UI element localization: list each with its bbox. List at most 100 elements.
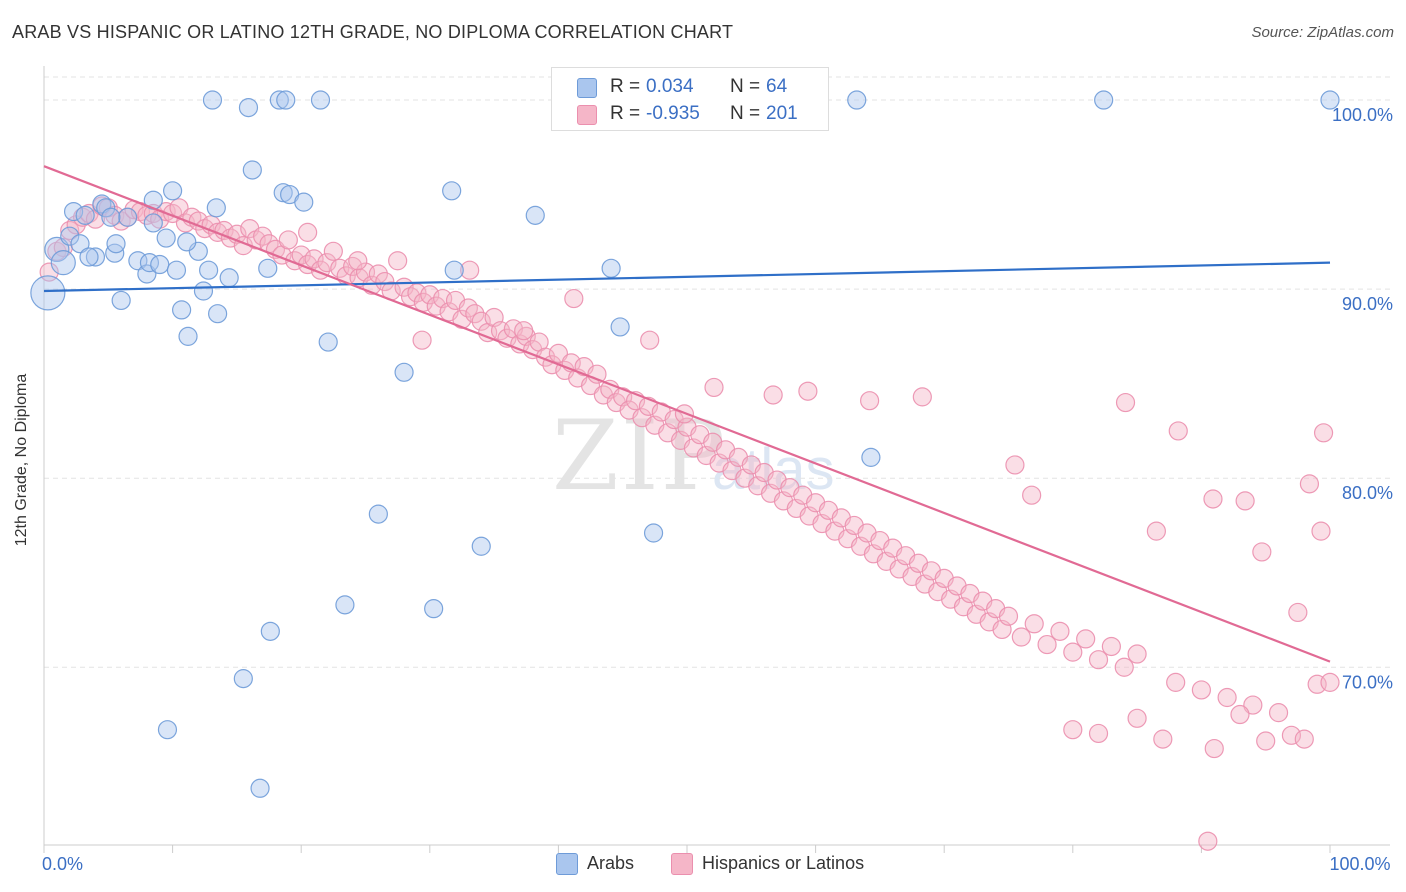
legend: R = 0.034 N = 64 R = -0.935 N = 201 [551, 67, 829, 131]
chart-title: ARAB VS HISPANIC OR LATINO 12TH GRADE, N… [12, 22, 734, 42]
legend-n-value: 201 [766, 103, 798, 124]
arab-point [442, 181, 462, 201]
hispanic-point [460, 260, 480, 280]
hispanic-point [1252, 542, 1272, 562]
arab-point [50, 250, 76, 276]
arab-point [610, 317, 630, 337]
legend-row-hispanics: R = -0.935 N = 201 [552, 100, 828, 128]
arab-point [172, 300, 192, 320]
legend-swatch-hispanics [577, 105, 597, 125]
hispanic-point [548, 343, 569, 363]
hispanic-point [798, 381, 818, 401]
arab-point [92, 194, 112, 214]
arab-point [861, 447, 881, 467]
hispanic-point [1243, 695, 1263, 715]
arab-point [394, 362, 414, 382]
arab-point [157, 720, 178, 740]
arab-point [525, 205, 545, 225]
y-tick-label: 70.0% [1342, 672, 1393, 692]
y-axis-label: 12th Grade, No Diploma [13, 373, 30, 547]
hispanic-point [1281, 725, 1302, 745]
chart-source: Source: ZipAtlas.com [1251, 24, 1394, 41]
hispanic-point [1146, 521, 1166, 541]
arab-point [30, 275, 66, 311]
arab-point [260, 621, 280, 641]
arab-point [258, 258, 278, 278]
hispanic-point [1037, 634, 1057, 655]
hispanic-point [564, 288, 584, 309]
hispanic-point [763, 385, 783, 405]
arab-point [193, 281, 214, 301]
hispanic-point [1088, 723, 1109, 744]
hispanic-point [471, 311, 491, 331]
arab-point [1094, 90, 1114, 110]
arab-point [206, 198, 226, 218]
bottom-legend-label-hispanics: Hispanics or Latinos [702, 853, 865, 873]
arab-point [156, 228, 176, 248]
legend-r-value: -0.935 [646, 103, 700, 124]
hispanic-point [1204, 738, 1224, 759]
hispanic-point [323, 241, 343, 261]
arab-point [60, 226, 80, 246]
hispanic-point [298, 222, 318, 242]
hispanic-point [1230, 704, 1250, 725]
arab-point [847, 90, 867, 110]
arab-point [199, 260, 219, 280]
hispanic-point [1166, 672, 1186, 692]
arab-point [444, 260, 464, 280]
arab-point [1320, 90, 1340, 110]
arab-point [137, 264, 157, 284]
arab-point [202, 90, 223, 110]
arab-point [96, 198, 116, 218]
legend-n-value: 64 [766, 76, 788, 97]
hispanic-point [1299, 474, 1320, 494]
legend-row-arabs: R = 0.034 N = 64 [552, 73, 828, 101]
arab-point [150, 254, 170, 275]
legend-r-label: R = [610, 103, 641, 124]
hispanic-point [1311, 521, 1331, 541]
x-tick-label: 100.0% [1329, 854, 1390, 874]
hispanic-point [1256, 731, 1276, 751]
hispanic-point [587, 364, 607, 384]
hispanic-trend-line [43, 165, 1331, 663]
arab-trend-line [43, 261, 1331, 293]
arab-point [106, 234, 126, 254]
hispanic-point [1313, 423, 1334, 443]
hispanic-point [253, 226, 273, 246]
hispanic-point [1268, 703, 1289, 723]
hispanic-point [514, 321, 534, 341]
arab-point [250, 778, 270, 798]
bottom-legend-swatch-arabs [556, 853, 578, 875]
hispanic-point [388, 251, 408, 271]
hispanic-point [1127, 708, 1147, 728]
hispanic-point [348, 251, 368, 271]
arab-point [75, 205, 95, 225]
legend-r-value: 0.034 [646, 76, 694, 97]
hispanic-point [375, 271, 395, 292]
hispanic-point [1191, 680, 1212, 700]
hispanic-point [1235, 491, 1255, 511]
hispanic-point [1168, 421, 1188, 441]
arab-point [276, 90, 296, 110]
arab-point [208, 304, 228, 324]
hispanic-point [1005, 455, 1025, 475]
legend-n-label: N = [730, 103, 761, 124]
arab-point [368, 504, 388, 524]
hispanic-point [1063, 720, 1083, 740]
arab-point [44, 236, 70, 263]
arab-point [63, 201, 84, 222]
hispanic-point [1088, 650, 1109, 670]
arab-point [242, 160, 262, 180]
legend-n-label: N = [730, 76, 761, 97]
arab-point [143, 213, 163, 233]
arab-point [85, 247, 106, 267]
hispanic-point [278, 230, 298, 250]
y-tick-label: 80.0% [1342, 483, 1393, 503]
arab-point [70, 234, 90, 254]
hispanic-point [1294, 729, 1314, 749]
arab-point [471, 536, 491, 556]
arab-point [238, 97, 259, 118]
arab-point [166, 260, 187, 280]
hispanic-point [860, 391, 880, 411]
